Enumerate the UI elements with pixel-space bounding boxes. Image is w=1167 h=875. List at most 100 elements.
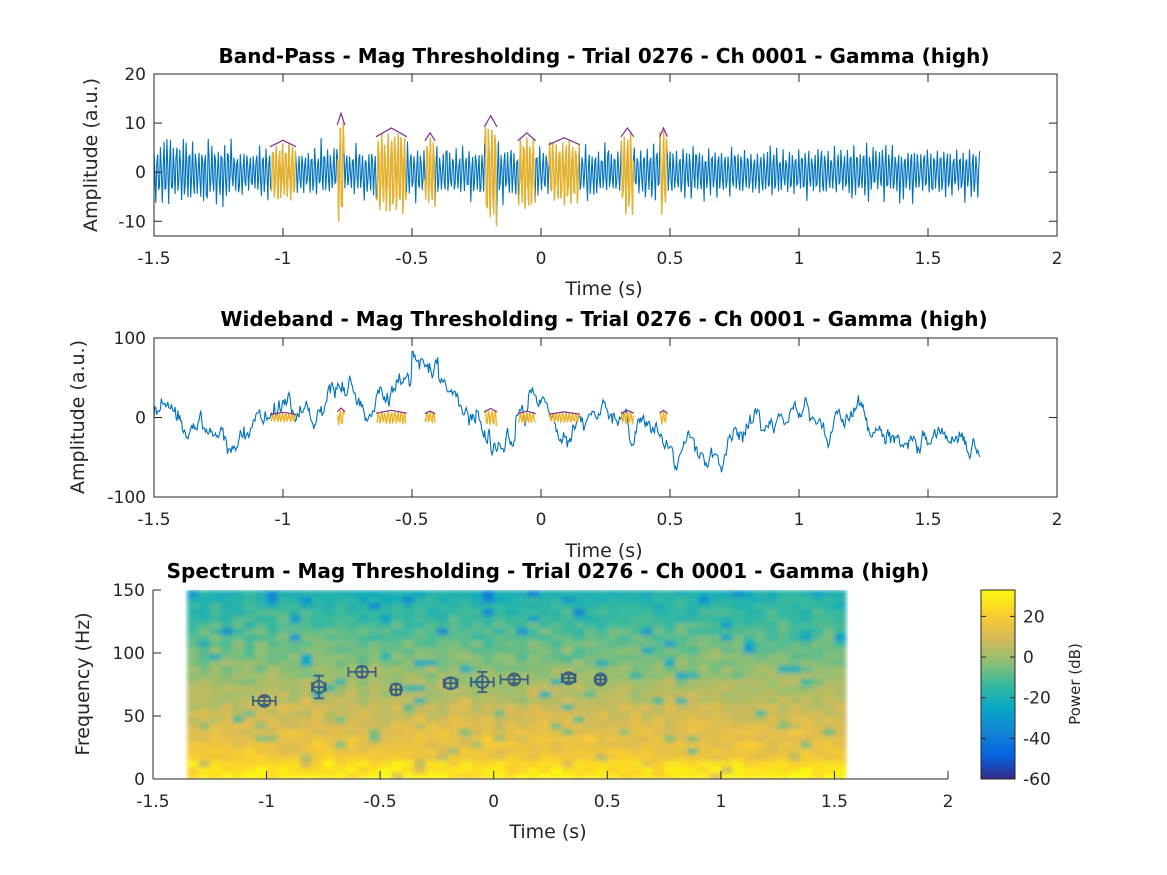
spectrum-cell (516, 627, 529, 635)
spectrum-cell (743, 747, 756, 755)
spectrum-cell (527, 621, 540, 629)
spectrum-cell (834, 678, 847, 686)
spectrum-cell (743, 728, 756, 736)
spectrum-cell (402, 627, 415, 635)
spectrum-cell (277, 627, 290, 635)
spectrum-cell (789, 753, 801, 761)
spectrum-cell (766, 734, 779, 742)
spectrum-cell (493, 741, 506, 749)
spectrum-cell (664, 728, 677, 736)
spectrum-cell (471, 596, 483, 604)
spectrum-cell (391, 627, 404, 635)
spectrum-cell (686, 703, 699, 711)
spectrum-cell (266, 709, 279, 717)
spectrum-cell (811, 741, 824, 749)
spectrum-cell (584, 766, 597, 774)
colorbar-label: Power (dB) (1066, 643, 1084, 725)
spectrum-cell (425, 684, 438, 692)
spectrum-cell (380, 709, 393, 717)
spectrum-cell (346, 728, 359, 736)
spectrum-cell (391, 615, 404, 623)
spectrum-cell (539, 747, 552, 755)
spectrum-cell (720, 596, 733, 604)
spectrum-cell (198, 760, 211, 767)
wideband-xtick-label: 1 (794, 510, 805, 530)
spectrum-cell (277, 590, 290, 597)
spectrum-cell (823, 653, 836, 660)
spectrum-cell (539, 716, 552, 723)
spectrum-cell (630, 671, 642, 679)
spectrum-cell (709, 602, 722, 610)
bandpass-ytick-labels: -10 0 10 20 (118, 65, 146, 232)
spectrum-cell (641, 728, 654, 736)
spectrum-cell (732, 608, 745, 616)
spectrum-cell (505, 608, 518, 616)
spectrum-cell (187, 766, 200, 774)
spectrum-cell (641, 596, 654, 604)
spectrum-cell (664, 678, 677, 686)
colorbar-box (980, 589, 1016, 780)
spectrum-cell (630, 615, 642, 623)
spectrum-cell (630, 734, 642, 742)
spectrum-cell (800, 615, 813, 623)
spectrum-cell (732, 627, 745, 635)
spectrum-cell (312, 716, 324, 723)
spectrum-cell (368, 608, 381, 616)
spectrum-cell (391, 590, 404, 597)
spectrum-cell (823, 709, 836, 717)
spectrum-cell (834, 602, 847, 610)
spectrum-cell (221, 709, 234, 717)
spectrum-cell (800, 753, 813, 761)
wideband-burst-envelope (270, 411, 296, 415)
spectrum-cell (834, 640, 847, 648)
spectrum-cell (482, 760, 495, 767)
spectrum-cell (346, 671, 359, 679)
spectrum-cell (584, 627, 597, 635)
spectrum-cell (811, 747, 824, 755)
spectrum-cell (550, 646, 563, 654)
spectrum-cell (459, 697, 472, 704)
spectrum-cell (391, 741, 404, 749)
spectrum-cell (346, 608, 359, 616)
spectrum-cell (334, 741, 347, 749)
spectrum-cell (789, 734, 801, 742)
spectrum-cell (471, 716, 483, 723)
spectrum-cell (357, 608, 370, 616)
spectrum-cell (425, 734, 438, 742)
spectrum-cell (561, 760, 574, 767)
spectrum-cell (357, 590, 370, 597)
spectrum-cell (800, 734, 813, 742)
bandpass-ticks (153, 73, 1058, 236)
spectrum-cell (209, 728, 222, 736)
spectrum-cell (698, 760, 711, 767)
spectrum-cell (789, 709, 801, 717)
spectrum-cell (300, 665, 313, 673)
spectrum-cell (652, 665, 665, 673)
spectrum-cell (584, 671, 597, 679)
spectrum-cell (402, 590, 415, 597)
spectrum-cell (425, 722, 438, 730)
wideband-subplot: Wideband - Mag Thresholding - Trial 0276… (67, 307, 1062, 562)
spectrum-cell (482, 602, 495, 610)
spectrum-cell (482, 640, 495, 648)
spectrum-cell (357, 690, 370, 698)
spectrum-cell (561, 596, 574, 604)
spectrum-cell (266, 766, 279, 774)
spectrum-cell (720, 659, 733, 667)
spectrum-cell (209, 684, 222, 692)
spectrum-cell (516, 734, 529, 742)
spectrum-cell (380, 734, 393, 742)
spectrum-cell (584, 640, 597, 648)
spectrum-cell (209, 659, 222, 667)
spectrum-cell (300, 722, 313, 730)
spectrum-cell (380, 659, 393, 667)
spectrum-cell (334, 590, 347, 597)
spectrum-cell (255, 659, 268, 667)
spectrum-cell (380, 690, 393, 698)
spectrum-cell (823, 621, 836, 629)
spectrum-cell (766, 671, 779, 679)
spectrum-cell (505, 753, 518, 761)
spectrum-cell (754, 734, 767, 742)
colorbar-tick-label: -60 (1023, 770, 1051, 790)
spectrum-cell (232, 665, 245, 673)
